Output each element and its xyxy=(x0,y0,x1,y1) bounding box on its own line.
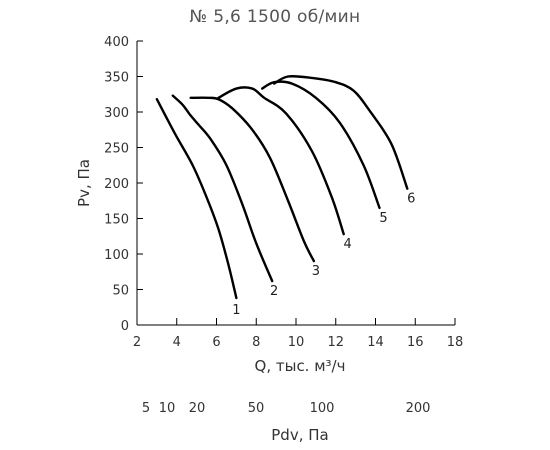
x-tick-label: 12 xyxy=(327,335,344,350)
y-tick-label: 100 xyxy=(104,248,129,263)
y-tick-label: 350 xyxy=(104,71,129,86)
pdv-tick-label: 200 xyxy=(406,401,431,416)
x-tick-label: 6 xyxy=(212,335,220,350)
curve-6 xyxy=(272,74,409,190)
x-tick-label: 16 xyxy=(407,335,424,350)
x-axis-label: Q, тыс. м³/ч xyxy=(254,357,346,375)
curve-label-3: 3 xyxy=(312,264,320,279)
curve-5 xyxy=(261,80,381,210)
curve-label-4: 4 xyxy=(344,237,352,252)
pdv-axis-label: Pdv, Па xyxy=(271,426,329,444)
curve-label-1: 1 xyxy=(232,303,240,318)
pdv-tick-label: 5 xyxy=(142,401,150,416)
y-tick-label: 300 xyxy=(104,106,129,121)
x-tick-label: 4 xyxy=(173,335,181,350)
y-tick-label: 250 xyxy=(104,142,129,157)
curve-4 xyxy=(217,86,345,236)
y-tick-label: 400 xyxy=(104,35,129,50)
curve-label-6: 6 xyxy=(407,192,415,207)
pdv-tick-label: 10 xyxy=(159,401,176,416)
chart-title: № 5,6 1500 об/мин xyxy=(189,7,361,27)
x-tick-label: 18 xyxy=(447,335,464,350)
y-tick-label: 50 xyxy=(112,284,129,299)
y-tick-label: 200 xyxy=(104,177,129,192)
curve-2 xyxy=(171,94,274,283)
curve-3 xyxy=(189,96,316,263)
x-tick-label: 2 xyxy=(133,335,141,350)
pdv-tick-label: 20 xyxy=(189,401,206,416)
curve-label-5: 5 xyxy=(379,211,387,226)
pdv-tick-label: 100 xyxy=(310,401,335,416)
curve-label-2: 2 xyxy=(270,284,278,299)
curve-1 xyxy=(155,98,238,300)
y-tick-label: 150 xyxy=(104,213,129,228)
x-tick-label: 8 xyxy=(252,335,260,350)
y-tick-label: 0 xyxy=(121,319,129,334)
pdv-tick-label: 50 xyxy=(248,401,265,416)
x-tick-label: 14 xyxy=(367,335,384,350)
x-tick-label: 10 xyxy=(288,335,305,350)
